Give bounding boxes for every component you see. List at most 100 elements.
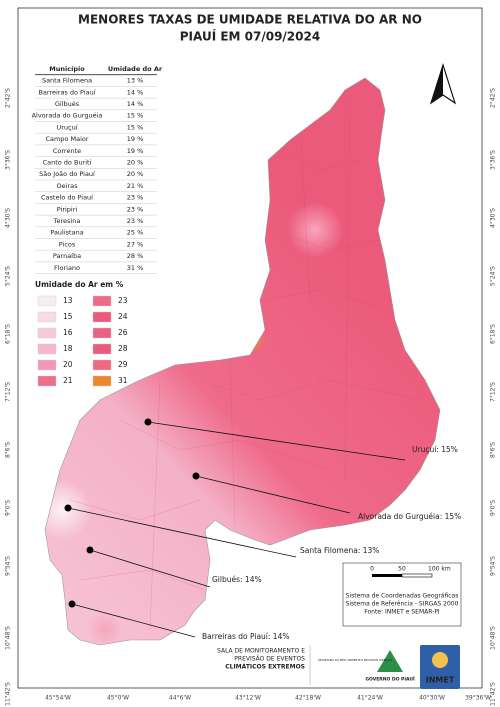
callout-line [89, 549, 211, 588]
legend-label: 21 [63, 376, 73, 385]
latitude-label: 2°42'S [5, 88, 12, 108]
legend-swatch [37, 295, 57, 307]
table-cell: 20 % [127, 158, 144, 166]
table-cell: Corrente [53, 147, 81, 155]
callout-dot [64, 504, 72, 512]
table-cell: 23 % [127, 217, 144, 225]
legend-swatch [92, 375, 112, 387]
credit: Sistema de Referência - SIRGAS 2000 [346, 601, 459, 608]
table-cell: 13 % [127, 77, 144, 85]
legend-label: 28 [118, 344, 128, 353]
footer-sala: CLIMÁTICOS EXTREMOS [225, 664, 305, 671]
callout-label: Santa Filomena: 13% [300, 546, 379, 555]
callout-label: Barreiras do Piauí: 14% [202, 632, 289, 641]
frame [17, 7, 483, 689]
callout-line [67, 507, 297, 558]
callout-dot [144, 418, 152, 426]
table-cell: Parnaíba [53, 252, 81, 260]
legend-swatch [37, 359, 57, 371]
credit: Fonte: INMET e SEMAR-PI [364, 609, 440, 616]
latitude-label: 11°42'S [5, 682, 12, 706]
table-cell: Floriano [54, 264, 80, 272]
legend-label: 20 [63, 360, 73, 369]
title: MENORES TAXAS DE UMIDADE RELATIVA DO AR … [78, 13, 422, 27]
latitude-label: 4°30'S [5, 208, 12, 228]
scale-bar [401, 573, 433, 578]
legend-swatch [92, 327, 112, 339]
footer-inmet: INMET [426, 676, 455, 685]
legend-swatch [92, 295, 112, 307]
legend-swatch [37, 327, 57, 339]
callout-dot [68, 600, 76, 608]
table-cell: Santa Filomena [42, 77, 92, 85]
scale-bar [372, 574, 402, 577]
latitude-label: 2°42'S [490, 88, 497, 108]
latitude-label: 8°6'S [5, 442, 12, 458]
legend-swatch [37, 343, 57, 355]
table-cell: 19 % [127, 135, 144, 143]
callout-label: Alvorada do Gurguéia: 15% [358, 512, 461, 521]
latitude-label: 3°36'S [5, 150, 12, 170]
table-cell: 23 % [127, 194, 144, 202]
longitude-label: 41°24'W [357, 695, 383, 702]
inmet-sun [432, 652, 448, 668]
footer-sala: SALA DE MONITORAMENTO E [217, 648, 305, 655]
latitude-label: 6°18'S [490, 324, 497, 344]
callout-dot [192, 472, 200, 480]
latitude-label: 10°48'S [5, 626, 12, 650]
legend-label: 15 [63, 312, 73, 321]
latitude-label: 7°12'S [490, 382, 497, 402]
footer-sala: PREVISÃO DE EVENTOS [234, 656, 305, 663]
table-cell: Gilbués [55, 100, 80, 108]
legend-swatch [92, 343, 112, 355]
legend-label: 18 [63, 344, 73, 353]
table-cell: Piripiri [57, 205, 78, 213]
legend-swatch [92, 311, 112, 323]
legend-label: 13 [63, 296, 73, 305]
callout-label: Uruçuí: 15% [412, 445, 458, 454]
legend-label: 29 [118, 360, 128, 369]
footer-governo: GOVERNO DO PIAUÍ [365, 675, 415, 683]
latitude-label: 3°36'S [490, 150, 497, 170]
credit: Sistema de Coordenadas Geográficas [346, 593, 459, 600]
title: PIAUÍ EM 07/09/2024 [180, 29, 320, 44]
table-header: Umidade do Ar [108, 65, 163, 73]
table-cell: 15 % [127, 123, 144, 131]
table-cell: Paulistana [50, 229, 83, 237]
table-cell: 23 % [127, 205, 144, 213]
table-cell: 14 % [127, 88, 144, 96]
legend-swatch [92, 359, 112, 371]
longitude-label: 42°18'W [295, 695, 321, 702]
footer-secretaria: SECRETARIA DO MEIO AMBIENTE E RECURSOS H… [318, 657, 392, 662]
north-arrow-half [431, 65, 443, 103]
latitude-label: 7°12'S [5, 382, 12, 402]
callout-line [195, 475, 351, 514]
longitude-label: 43°12'W [235, 695, 261, 702]
longitude-label: 45°54'W [45, 695, 71, 702]
scale-label: 50 [398, 566, 406, 573]
longitude-label: 39°36'W [465, 695, 491, 702]
table-cell: Campo Maior [45, 135, 88, 143]
latitude-label: 11°42'S [490, 682, 497, 706]
latitude-label: 9°0'S [490, 500, 497, 516]
table-cell: Picos [59, 240, 76, 248]
table-cell: Teresina [53, 217, 81, 225]
table-cell: Barreiras do Piauí [38, 88, 95, 96]
table-cell: 25 % [127, 229, 144, 237]
scale-label: 100 km [428, 566, 451, 573]
table-cell: 21 % [127, 182, 144, 190]
table-cell: Canto do Buriti [43, 158, 92, 166]
legend-label: 31 [118, 376, 128, 385]
legend-swatch [37, 311, 57, 323]
table-cell: 31 % [127, 264, 144, 272]
table-cell: São João do Piauí [39, 170, 95, 178]
table-cell: 14 % [127, 100, 144, 108]
table-cell: 20 % [127, 170, 144, 178]
table-cell: 19 % [127, 147, 144, 155]
table-cell: 15 % [127, 112, 144, 120]
legend-title: Umidade do Ar em % [35, 280, 124, 289]
latitude-label: 5°24'S [5, 266, 12, 286]
latitude-label: 4°30'S [490, 208, 497, 228]
callout-dot [86, 546, 94, 554]
